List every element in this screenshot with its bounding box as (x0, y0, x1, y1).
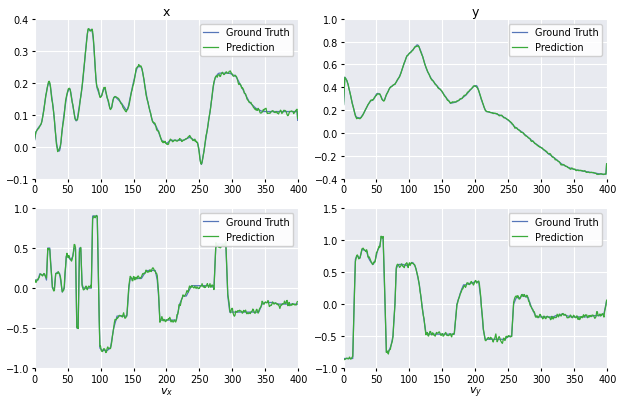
Prediction (136, 277, 144, 281)
Line: Ground Truth: Ground Truth (343, 46, 606, 175)
Ground Truth (294, 119, 302, 124)
Legend: Ground Truth, Prediction: Ground Truth, Prediction (509, 213, 602, 246)
Ground Truth (31, 138, 39, 143)
Prediction (63, 255, 70, 260)
Ground Truth (198, 284, 205, 288)
Prediction (372, 254, 379, 259)
Ground Truth (506, 334, 513, 339)
Ground Truth (222, 242, 230, 247)
Prediction (445, 333, 453, 338)
Ground Truth (118, 314, 126, 319)
Prediction (118, 102, 125, 107)
Prediction (198, 162, 205, 167)
Ground Truth (222, 72, 230, 77)
Ground Truth (294, 302, 302, 307)
Ground Truth (426, 75, 434, 79)
Ground Truth (445, 99, 452, 104)
Prediction (223, 71, 231, 76)
Ground Truth (378, 235, 385, 240)
X-axis label: $v_x$: $v_x$ (160, 385, 173, 397)
Prediction (294, 117, 302, 121)
Legend: Ground Truth, Prediction: Ground Truth, Prediction (200, 213, 294, 246)
Ground Truth (136, 276, 144, 281)
Prediction (222, 70, 230, 75)
Line: Ground Truth: Ground Truth (35, 217, 298, 351)
Ground Truth (99, 348, 106, 353)
Prediction (600, 173, 607, 177)
Ground Truth (506, 120, 513, 125)
Prediction (102, 350, 109, 355)
Ground Truth (414, 43, 421, 48)
Line: Ground Truth: Ground Truth (35, 30, 298, 165)
Ground Truth (445, 332, 452, 337)
Line: Prediction: Prediction (35, 216, 298, 353)
Prediction (31, 278, 39, 283)
Title: y: y (471, 6, 479, 19)
Prediction (340, 103, 347, 108)
X-axis label: $v_y$: $v_y$ (469, 385, 482, 399)
Ground Truth (63, 254, 70, 259)
Ground Truth (31, 278, 39, 283)
Ground Truth (85, 28, 93, 32)
Prediction (414, 44, 422, 49)
Ground Truth (531, 311, 538, 315)
Ground Truth (118, 101, 125, 106)
Prediction (340, 357, 348, 362)
Prediction (506, 335, 514, 340)
Legend: Ground Truth, Prediction: Ground Truth, Prediction (200, 25, 294, 57)
Ground Truth (371, 258, 379, 263)
Ground Truth (532, 142, 539, 147)
Ground Truth (603, 162, 610, 167)
Ground Truth (532, 313, 539, 318)
Prediction (531, 311, 539, 316)
Prediction (531, 141, 538, 146)
Line: Prediction: Prediction (343, 237, 606, 360)
Ground Truth (371, 95, 379, 100)
Line: Prediction: Prediction (35, 30, 298, 165)
Prediction (603, 298, 610, 303)
Prediction (85, 27, 93, 32)
Prediction (426, 75, 434, 79)
Ground Truth (136, 65, 143, 70)
Title: x: x (163, 6, 170, 19)
Ground Truth (426, 332, 434, 337)
Ground Truth (531, 141, 538, 145)
Prediction (427, 329, 434, 334)
Prediction (197, 162, 205, 166)
Prediction (378, 234, 385, 239)
Legend: Ground Truth, Prediction: Ground Truth, Prediction (509, 25, 602, 57)
Prediction (198, 284, 205, 289)
Line: Prediction: Prediction (343, 47, 606, 175)
Prediction (136, 64, 143, 69)
Ground Truth (197, 162, 205, 166)
Line: Ground Truth: Ground Truth (343, 237, 606, 358)
Ground Truth (340, 103, 347, 108)
Prediction (223, 276, 231, 281)
Prediction (294, 299, 302, 304)
Ground Truth (603, 299, 610, 304)
Ground Truth (223, 277, 231, 281)
Ground Truth (198, 162, 205, 167)
Prediction (222, 240, 230, 245)
Ground Truth (63, 97, 70, 102)
Ground Truth (89, 214, 96, 219)
Prediction (93, 213, 100, 218)
Prediction (371, 95, 379, 100)
Prediction (532, 142, 539, 147)
Prediction (340, 357, 347, 362)
Ground Truth (223, 72, 231, 77)
Prediction (31, 137, 39, 142)
Prediction (445, 99, 452, 104)
Prediction (603, 162, 610, 167)
Prediction (118, 314, 126, 319)
Ground Truth (598, 173, 606, 177)
Prediction (506, 119, 513, 124)
Ground Truth (340, 356, 347, 361)
Prediction (532, 315, 540, 320)
Prediction (63, 96, 70, 100)
